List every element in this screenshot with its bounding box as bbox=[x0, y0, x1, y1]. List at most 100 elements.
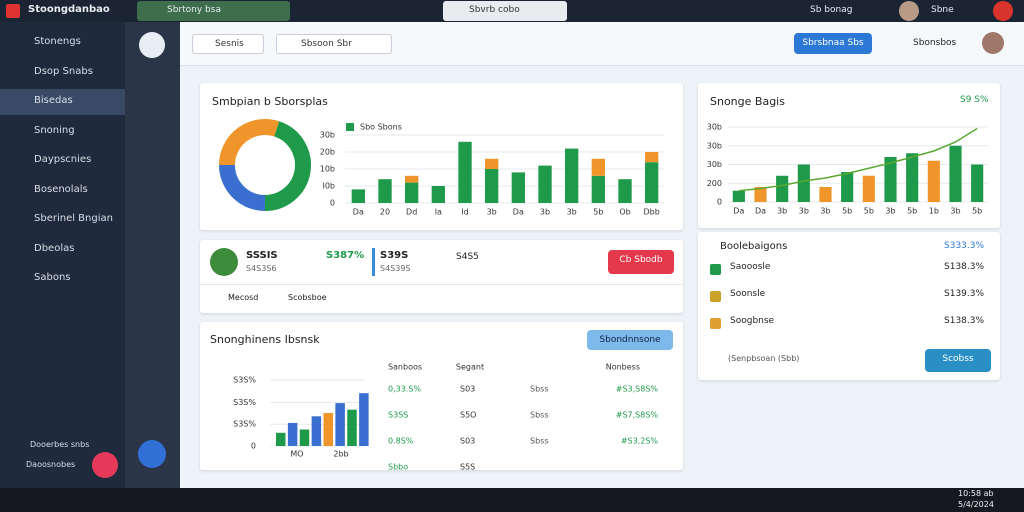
bar bbox=[927, 160, 940, 202]
tab[interactable]: Mecosd bbox=[228, 293, 259, 302]
revenue-button[interactable]: Scobss bbox=[925, 349, 991, 372]
nav-item[interactable]: Dbeolas bbox=[34, 242, 75, 254]
revenue-total: S333.3% bbox=[944, 241, 985, 251]
table-cell: Sbss bbox=[530, 385, 549, 394]
card-title: Snonghinens Ibsnsk bbox=[210, 333, 320, 346]
table-cell: 0.8S% bbox=[388, 437, 414, 446]
row-value: S138.3% bbox=[944, 262, 985, 272]
row-value: S138.3% bbox=[944, 316, 985, 326]
bar bbox=[323, 413, 333, 446]
y-tick-label: 30b bbox=[320, 131, 335, 140]
stats-sub: S4S39S bbox=[380, 264, 411, 273]
column-header: Sanboos bbox=[388, 363, 422, 372]
bar bbox=[645, 162, 659, 203]
nav-item[interactable]: Dsop Snabs bbox=[34, 65, 93, 77]
x-tick-label: Ia bbox=[435, 208, 442, 217]
x-tick-label: 3b bbox=[799, 207, 809, 216]
top-bar: Stoongdanbao Sbrtony bsa Sbvrb cobo Sb b… bbox=[0, 0, 1024, 22]
date: 5/4/2024 bbox=[958, 500, 994, 509]
y-tick-label: I0b bbox=[322, 182, 335, 191]
workspace-dropdown[interactable]: Sbrtony bsa bbox=[137, 1, 290, 21]
legend-swatch bbox=[346, 123, 354, 131]
x-tick-label: Da bbox=[513, 208, 524, 217]
bar bbox=[841, 172, 854, 202]
bar bbox=[754, 187, 767, 202]
sidebar-footer: Daoosnobes bbox=[26, 460, 76, 469]
view-dropdown[interactable]: Sbvrb cobo bbox=[443, 1, 567, 21]
select-box[interactable]: Sbsoon Sbr bbox=[276, 34, 392, 54]
bar bbox=[906, 153, 919, 202]
nav-item[interactable]: Bosenolals bbox=[34, 183, 88, 195]
x-tick-label: Da bbox=[353, 208, 364, 217]
header: Sesnis Sbsoon Sbr Sbrsbnaa Sbs Sbonsbos bbox=[180, 22, 1024, 66]
stats-sub: S4S3S6 bbox=[246, 264, 277, 273]
avatar[interactable] bbox=[899, 1, 919, 21]
bar bbox=[405, 182, 419, 203]
bar bbox=[335, 403, 345, 446]
sidebar: Dooerbes snbs Daoosnobes Stonengs Dsop Sn… bbox=[0, 22, 125, 488]
x-tick-label: 3b bbox=[487, 208, 497, 217]
nav-item[interactable]: Daypscnies bbox=[34, 154, 92, 165]
separator bbox=[200, 284, 683, 285]
bar bbox=[405, 175, 419, 183]
bar bbox=[819, 187, 832, 202]
donut-slice bbox=[219, 119, 280, 166]
x-tick-label: 3b bbox=[820, 207, 830, 216]
donut-slice bbox=[219, 164, 266, 211]
x-tick-label: MO bbox=[290, 450, 303, 459]
help-button[interactable] bbox=[92, 452, 118, 478]
row-icon bbox=[710, 291, 721, 302]
trend-line bbox=[738, 127, 978, 192]
bar bbox=[591, 158, 605, 176]
user-label: Sb bonag bbox=[810, 5, 853, 15]
y-tick-label: S3S% bbox=[233, 398, 256, 407]
header-avatar[interactable] bbox=[982, 32, 1004, 54]
bar bbox=[458, 141, 472, 203]
nav-item[interactable]: Snoning bbox=[34, 124, 75, 136]
bar bbox=[618, 179, 632, 203]
action-button[interactable]: Cb Sbodb bbox=[608, 250, 674, 274]
insights-button[interactable]: Sbondnnsone bbox=[587, 330, 673, 350]
icon-rail bbox=[125, 22, 180, 488]
nav-item[interactable]: Sabons bbox=[34, 272, 71, 283]
stats-value: S4S5 bbox=[456, 252, 479, 262]
table-cell: S03 bbox=[460, 437, 475, 446]
nav-item[interactable]: Stonengs bbox=[34, 36, 81, 47]
sidebar-footer: Dooerbes snbs bbox=[30, 440, 90, 449]
y-tick-label: 30b bbox=[707, 123, 722, 132]
stats-value: S39S bbox=[380, 250, 409, 261]
legend-label: Sbo Sbons bbox=[360, 123, 402, 132]
x-tick-label: Dbb bbox=[644, 208, 660, 217]
bar bbox=[565, 148, 579, 203]
bar bbox=[797, 164, 810, 202]
nav-item[interactable]: Sberinel Bngian bbox=[34, 213, 113, 224]
search-box[interactable]: Sesnis bbox=[192, 34, 264, 54]
y-tick-label: 0 bbox=[717, 198, 722, 207]
table-cell: #S7,S8S% bbox=[616, 411, 659, 420]
bar bbox=[645, 152, 659, 163]
close-button[interactable] bbox=[993, 1, 1013, 21]
add-button[interactable] bbox=[138, 440, 166, 468]
y-tick-label: 10b bbox=[320, 165, 335, 174]
row-label: Soonsle bbox=[730, 289, 766, 299]
bar bbox=[485, 169, 499, 203]
x-tick-label: Dd bbox=[406, 208, 417, 217]
y-tick-label: 30b bbox=[707, 141, 722, 150]
nav-item[interactable]: Bisedas bbox=[0, 89, 125, 115]
x-tick-label: 5b bbox=[842, 207, 852, 216]
x-tick-label: 2bb bbox=[333, 450, 348, 459]
bar bbox=[378, 179, 392, 203]
y-tick-label: 0 bbox=[251, 442, 256, 451]
row-value: S139.3% bbox=[944, 289, 985, 299]
tab[interactable]: Scobsboe bbox=[288, 293, 327, 302]
primary-button[interactable]: Sbrsbnaa Sbs bbox=[794, 33, 872, 54]
card-title: Smbpian b Sborsplas bbox=[212, 95, 328, 108]
y-tick-label: S3S% bbox=[233, 376, 256, 385]
donut-slice bbox=[264, 121, 311, 211]
x-tick-label: 3b bbox=[540, 208, 550, 217]
x-tick-label: 3b bbox=[885, 207, 895, 216]
x-tick-label: 5b bbox=[972, 207, 982, 216]
table-cell: Sbss bbox=[530, 411, 549, 420]
bar bbox=[431, 186, 445, 203]
